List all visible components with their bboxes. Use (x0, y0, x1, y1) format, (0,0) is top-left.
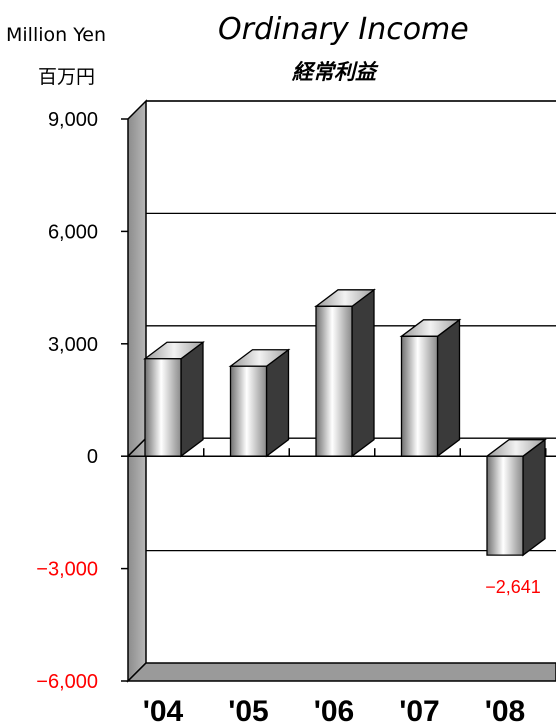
y-tick-label: 9,000 (48, 109, 98, 131)
y-tick-label: −3,000 (36, 559, 98, 581)
bar-side (436, 318, 461, 458)
bar-front (144, 358, 182, 457)
bar-side (265, 348, 290, 458)
y-tick-label: 3,000 (48, 334, 98, 356)
unit-label-en: Million Yen (6, 24, 107, 46)
bar-1 (143, 340, 205, 458)
bar-front (315, 305, 353, 457)
bar-side (180, 340, 204, 458)
chart-subtitle: 経常利益 (292, 60, 376, 84)
x-tick-label: '08 (485, 695, 526, 727)
bar-3 (314, 288, 376, 458)
bar-front (229, 365, 268, 457)
bar-side (351, 288, 375, 458)
bar-2 (228, 348, 291, 458)
x-tick-label: '07 (399, 695, 440, 727)
left-wall (127, 99, 147, 683)
x-tick-label: '04 (143, 695, 184, 727)
data-label: −2,641 (485, 577, 541, 597)
chart-title: Ordinary Income (218, 12, 469, 47)
bar-front (486, 455, 524, 556)
y-tick-label: 0 (87, 446, 98, 468)
zero-axis-depth (127, 437, 147, 457)
x-tick-label: '06 (314, 695, 355, 727)
y-tick-label: −6,000 (36, 671, 98, 693)
floor (126, 662, 556, 682)
x-tick-label: '05 (228, 695, 269, 727)
unit-label-jp: 百万円 (38, 66, 96, 88)
bar-5 (485, 438, 547, 557)
bar-4 (399, 318, 462, 458)
bar-front (400, 335, 439, 457)
bar-side (522, 438, 546, 557)
y-tick-label: 6,000 (48, 221, 98, 243)
